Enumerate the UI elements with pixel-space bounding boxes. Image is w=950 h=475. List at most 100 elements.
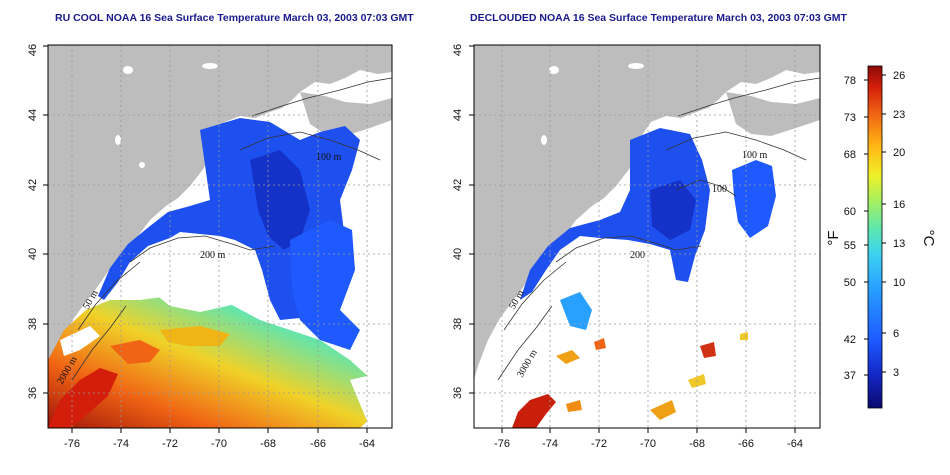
right-warm-patch <box>594 338 606 350</box>
right-lake <box>541 135 547 145</box>
left-x-tick-label: -70 <box>211 438 227 450</box>
right-gridlines <box>474 45 820 428</box>
colorbar-f-tick: 37 <box>844 370 856 382</box>
right-lake <box>628 63 644 69</box>
colorbar <box>867 65 883 409</box>
left-x-tick-label: -68 <box>260 438 276 450</box>
left-depth-contour <box>251 77 392 117</box>
colorbar-f-tick: 42 <box>844 334 856 346</box>
right-depth-contour <box>677 77 820 117</box>
right-lake <box>549 66 559 74</box>
left-map <box>48 45 392 428</box>
right-warm-patch <box>740 332 748 340</box>
right-land <box>474 45 820 380</box>
left-y-tick-label: 46 <box>27 44 39 56</box>
left-x-tick-label: -76 <box>64 438 80 450</box>
right-y-tick-label: 40 <box>452 248 464 260</box>
left-cloud-gap <box>60 326 100 356</box>
right-warm-patch <box>650 400 676 420</box>
colorbar-fahrenheit-label: °F <box>825 230 842 245</box>
left-y-tick-label: 40 <box>27 248 39 260</box>
colorbar-c-tick: 26 <box>893 70 905 82</box>
left-gulf-stream-band <box>110 340 160 364</box>
left-x-tick-label: -66 <box>310 438 326 450</box>
left-contour-label-200m: 200 m <box>200 250 226 261</box>
left-gulf-stream-band <box>160 326 230 346</box>
left-y-tick-label: 44 <box>27 109 39 121</box>
right-warm-patch <box>556 350 580 364</box>
right-x-tick-label: -70 <box>640 438 656 450</box>
right-land-nova-scotia <box>726 92 820 136</box>
colorbar-f-tick: 60 <box>844 206 856 218</box>
left-sst-warm-water <box>48 296 380 428</box>
right-sst-cold-water-deep <box>650 180 696 240</box>
right-warm-patch <box>566 400 582 412</box>
right-gulf-stream-core <box>512 394 556 428</box>
right-x-tick-label: -64 <box>787 438 803 450</box>
right-contour-label-100: 100 <box>712 184 727 195</box>
left-sst-cold-water-deep <box>250 150 310 250</box>
left-lake <box>202 63 218 69</box>
right-contour-label-100m: 100 m <box>742 150 768 161</box>
colorbar-f-tick: 50 <box>844 277 856 289</box>
right-depth-contour <box>675 179 737 197</box>
left-depth-contour <box>77 261 141 331</box>
right-contour-label-200: 200 <box>630 250 645 261</box>
colorbar-c-tick: 13 <box>893 238 905 250</box>
right-depth-contour <box>497 305 553 381</box>
right-y-tick-label: 36 <box>452 387 464 399</box>
left-contour-label-100m: 100 m <box>316 152 342 163</box>
left-lake <box>115 135 121 145</box>
left-x-ticks <box>71 428 368 433</box>
right-depth-contour <box>665 131 807 161</box>
right-sst-east-patch <box>732 160 776 238</box>
right-map <box>474 45 820 428</box>
right-sst-cold-water <box>520 128 710 300</box>
left-gridlines <box>48 45 392 428</box>
right-x-tick-label: -76 <box>494 438 510 450</box>
left-y-tick-label: 42 <box>27 179 39 191</box>
colorbar-f-tick: 73 <box>844 112 856 124</box>
left-x-tick-label: -64 <box>359 438 375 450</box>
right-y-tick-label: 44 <box>452 109 464 121</box>
colorbar-f-tick: 68 <box>844 149 856 161</box>
colorbar-celsius-label: °C <box>920 230 937 247</box>
right-y-tick-label: 38 <box>452 318 464 330</box>
left-depth-contour <box>71 305 127 381</box>
left-x-tick-label: -72 <box>162 438 178 450</box>
colorbar-celsius-ticks <box>882 74 886 373</box>
left-land <box>48 45 392 380</box>
colorbar-f-tick: 55 <box>844 240 856 252</box>
left-sst-east-plume <box>290 220 360 350</box>
left-y-ticks <box>43 45 48 394</box>
right-y-tick-label: 42 <box>452 179 464 191</box>
right-depth-contour <box>555 235 702 263</box>
left-lake <box>139 162 145 168</box>
right-x-tick-label: -74 <box>542 438 558 450</box>
right-warm-patch <box>700 342 716 358</box>
left-y-tick-label: 36 <box>27 387 39 399</box>
colorbar-f-tick: 78 <box>844 75 856 87</box>
left-gulf-stream-core <box>48 368 118 428</box>
left-map-frame <box>47 44 393 429</box>
right-sst-slope-patch <box>560 292 592 330</box>
right-depth-contour <box>503 261 567 331</box>
left-x-tick-label: -74 <box>113 438 129 450</box>
colorbar-c-tick: 3 <box>893 367 899 379</box>
left-y-tick-label: 38 <box>27 318 39 330</box>
right-x-tick-label: -72 <box>591 438 607 450</box>
right-x-tick-label: -68 <box>689 438 705 450</box>
right-y-ticks <box>469 45 474 394</box>
colorbar-c-tick: 20 <box>893 147 905 159</box>
left-cloud-gap <box>146 252 256 312</box>
left-depth-contour <box>239 131 381 161</box>
right-map-frame <box>473 44 821 429</box>
right-y-tick-label: 46 <box>452 44 464 56</box>
colorbar-c-tick: 6 <box>893 328 899 340</box>
right-x-tick-label: -66 <box>738 438 754 450</box>
left-panel-title: RU COOL NOAA 16 Sea Surface Temperature … <box>55 12 414 24</box>
left-land-nova-scotia <box>300 92 392 136</box>
colorbar-c-tick: 23 <box>893 109 905 121</box>
left-lake <box>123 66 133 74</box>
